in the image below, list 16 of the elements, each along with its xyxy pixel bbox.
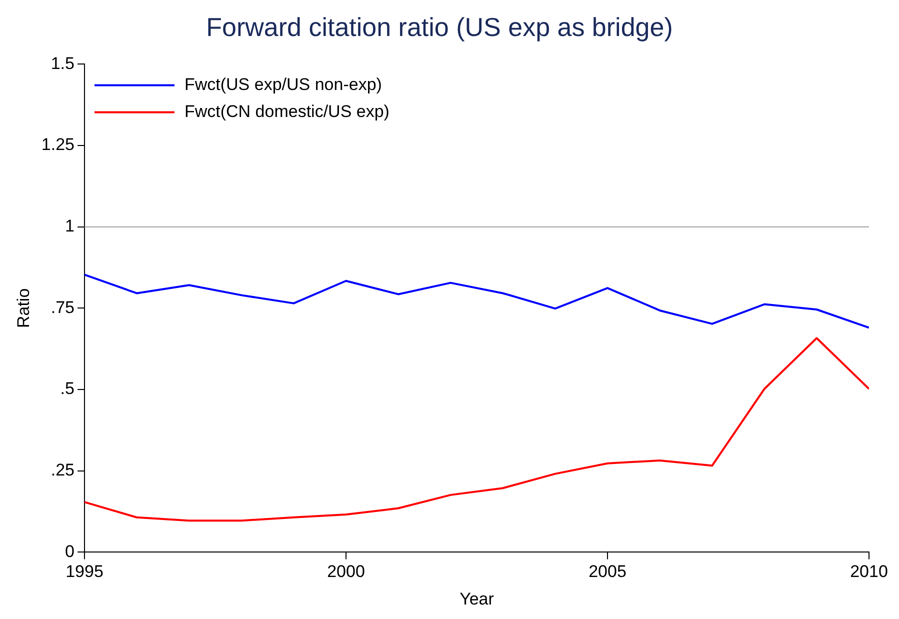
y-tick-label: 1.5: [50, 54, 74, 73]
x-axis-title: Year: [460, 589, 494, 608]
y-tick-label: .5: [60, 379, 74, 398]
y-axis-title: Ratio: [14, 288, 33, 328]
x-tick-label: 1995: [66, 562, 104, 582]
y-tick-label: 1: [65, 216, 74, 236]
y-tick-label: 1.25: [41, 135, 74, 154]
chart-title: Forward citation ratio (US exp as bridge): [206, 12, 673, 42]
y-tick-label: 0: [65, 542, 74, 561]
x-tick-label: 2000: [327, 562, 365, 582]
x-tick-label: 2005: [588, 562, 626, 582]
x-tick-label: 2010: [850, 562, 888, 582]
legend-label: Fwct(US exp/US non-exp): [184, 74, 382, 94]
legend-label: Fwct(CN domestic/US exp): [184, 102, 390, 121]
y-tick-label: .75: [50, 298, 74, 317]
y-tick-label: .25: [50, 460, 74, 480]
